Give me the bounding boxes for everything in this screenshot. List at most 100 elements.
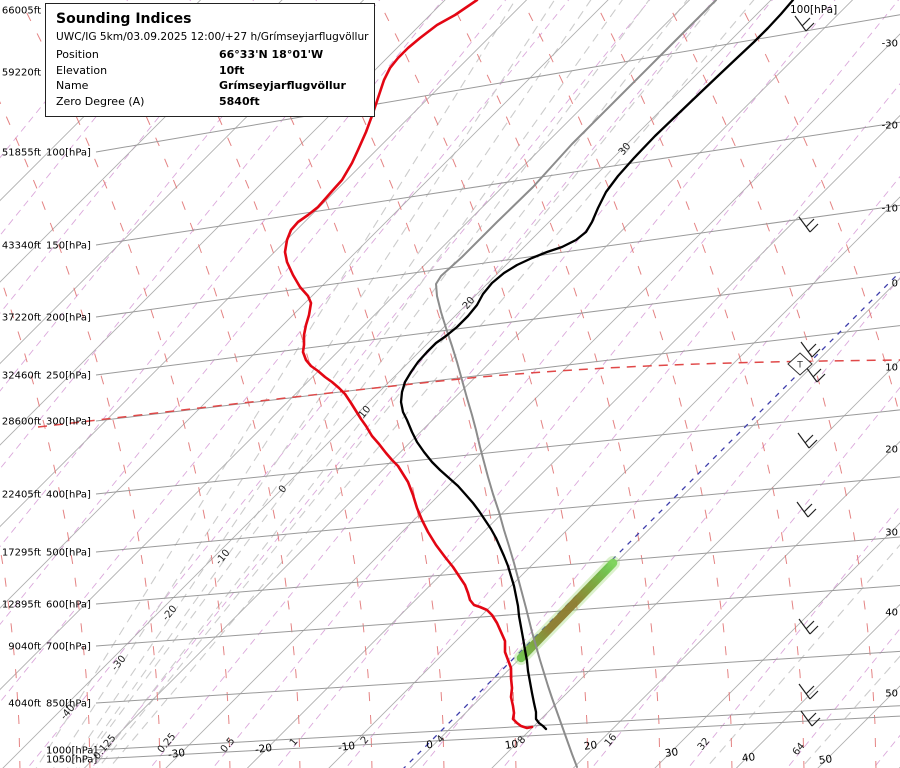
bottom-isotherm-label: 30 xyxy=(664,746,679,760)
altitude-ft-label: 17295ft xyxy=(2,548,41,559)
moist-adiabat-line xyxy=(92,0,688,768)
info-label: Position xyxy=(56,48,99,61)
isotherm-line xyxy=(165,33,900,768)
mixing-ratio-line xyxy=(0,0,507,626)
pressure-label-100hpa-top-right: 100[hPa] xyxy=(790,4,837,16)
right-temp-label: 10 xyxy=(885,363,898,374)
isotherm-line xyxy=(328,196,900,768)
isotherm-line xyxy=(817,685,900,768)
moist-adiabat-line xyxy=(97,0,718,768)
altitude-ft-label: 9040ft xyxy=(8,642,41,653)
markers-and-barbs: T xyxy=(787,15,826,727)
temperature-curve xyxy=(283,0,534,730)
pressure-hpa-label: 850[hPa] xyxy=(46,699,91,710)
moist-adiabat-line xyxy=(78,0,650,768)
mixing-ratio-line xyxy=(27,0,651,768)
pressure-hpa-label: 1050[hPa] xyxy=(46,755,97,766)
wind-barb-icon xyxy=(796,501,817,518)
panel-title: Sounding Indices xyxy=(56,11,192,27)
moist-adiabat-line xyxy=(705,544,900,768)
wind-barb-icon xyxy=(798,618,819,635)
moist-adiabat-red-line xyxy=(666,1,877,768)
axis-labels: 66005ft 59220ft 51855ft 100[hPa] 43340ft 150[… xyxy=(2,6,898,767)
altitude-ft-label: 22405ft xyxy=(2,490,41,501)
altitude-ft-label: 12895ft xyxy=(2,600,41,611)
highlight-segment xyxy=(516,558,618,663)
altitude-ft-label: 28600ft xyxy=(2,417,41,428)
info-row-zero-degree: Zero Degree (A) 5840ft xyxy=(56,94,364,110)
mixing-ratio-line xyxy=(345,83,900,768)
isobar-line xyxy=(95,14,900,153)
mixing-ratio-line xyxy=(591,386,900,768)
wind-barb-icon xyxy=(800,710,821,727)
altitude-ft-label: 51855ft xyxy=(2,148,41,159)
right-temp-label: 30 xyxy=(885,528,898,539)
mixing-ratio-label: 64 xyxy=(791,741,808,758)
mixing-ratio-line xyxy=(0,0,318,392)
wind-barb-icon xyxy=(798,216,819,233)
mixing-ratio-line xyxy=(0,0,570,703)
moist-adiabat-line xyxy=(898,766,900,768)
isotherm-line xyxy=(83,0,854,768)
pressure-hpa-label: 250[hPa] xyxy=(46,371,91,382)
info-row-position: Position 66°33'N 18°01'W xyxy=(56,47,364,63)
bottom-isotherm-label: -10 xyxy=(337,740,356,754)
mixing-ratio-line xyxy=(0,0,381,470)
wind-barb-icon xyxy=(798,683,819,700)
mixing-ratio-label: 2 xyxy=(359,734,372,746)
wind-barb-icon xyxy=(800,341,821,358)
adiabat-inline-label: 30 xyxy=(617,141,634,158)
isotherm-line xyxy=(735,603,900,768)
isotherm-line xyxy=(654,522,900,768)
isobar-line xyxy=(95,585,900,647)
isobar-line xyxy=(95,650,900,704)
reference-lines xyxy=(37,271,900,768)
bottom-isotherm-label: 0 xyxy=(425,739,433,752)
info-value: 66°33'N 18°01'W xyxy=(219,48,324,61)
isotherm-line xyxy=(491,359,900,768)
isobar-line xyxy=(95,476,900,553)
bottom-isotherm-label: 50 xyxy=(818,753,833,767)
isotherm-line xyxy=(409,277,900,768)
tropopause-diamond-icon xyxy=(787,352,813,376)
right-temp-label: -30 xyxy=(882,39,898,50)
moist-adiabat-line xyxy=(53,0,556,768)
sounding-curves xyxy=(283,0,795,768)
dewpoint-curve xyxy=(399,0,795,731)
tropopause-line xyxy=(37,359,900,428)
pressure-hpa-label: 200[hPa] xyxy=(46,313,91,324)
pressure-hpa-label: 600[hPa] xyxy=(46,600,91,611)
bottom-isotherm-label: 20 xyxy=(583,739,598,753)
mixing-ratio-line xyxy=(275,0,900,768)
model-run-line: UWC/IG 5km/03.09.2025 12:00/+27 h/Grímse… xyxy=(56,31,369,43)
isotherm-line xyxy=(572,440,900,768)
mixing-ratio-label: 1 xyxy=(288,736,301,748)
adiabat-inline-label: -20 xyxy=(161,604,180,624)
info-label: Name xyxy=(56,79,89,92)
info-label: Elevation xyxy=(56,63,108,77)
right-temp-label: 40 xyxy=(885,608,898,619)
moist-adiabat-line xyxy=(108,0,755,768)
tropopause-letter: T xyxy=(796,361,803,371)
info-row-elevation: Elevation 10ft xyxy=(56,63,364,79)
mixing-ratio-line xyxy=(687,505,900,768)
bottom-isotherm-label: 10 xyxy=(504,738,519,752)
moist-adiabat-red-line xyxy=(0,544,21,768)
mixing-ratio-line xyxy=(0,0,192,237)
pressure-hpa-label: 150[hPa] xyxy=(46,241,91,252)
mixing-ratio-line xyxy=(420,175,900,768)
mixing-ratio-line xyxy=(0,0,255,314)
mixing-ratio-line xyxy=(212,0,836,768)
bottom-isotherm-label: 40 xyxy=(741,751,756,765)
isobar-line xyxy=(95,271,900,376)
moist-adiabat-red-line xyxy=(450,1,661,768)
altitude-ft-label: 32460ft xyxy=(2,371,41,382)
mixing-ratio-line xyxy=(502,276,900,768)
isotherm-line xyxy=(898,766,900,768)
zero-degree-isotherm-line xyxy=(403,271,900,768)
isobar-line xyxy=(95,705,900,751)
altitude-ft-label: 4040ft xyxy=(8,699,41,710)
pressure-hpa-label: 700[hPa] xyxy=(46,642,91,653)
